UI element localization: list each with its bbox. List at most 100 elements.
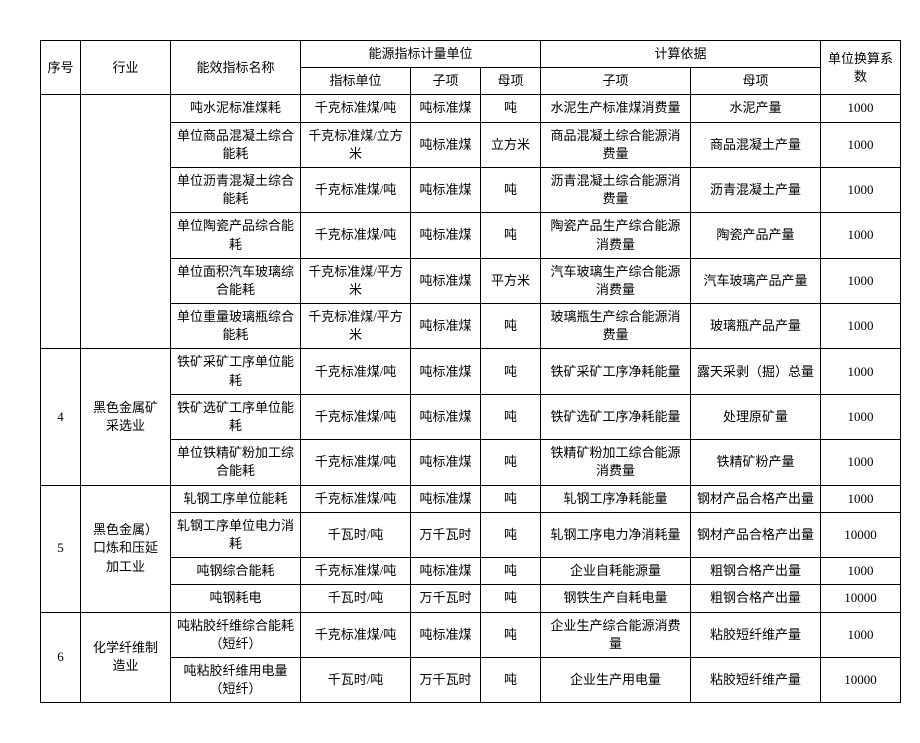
cell-calc-parent: 粗钢合格产出量 [691, 558, 821, 585]
table-row: 吨水泥标准煤耗千克标准煤/吨吨标准煤吨水泥生产标准煤消费量水泥产量1000 [41, 95, 901, 122]
cell-unit: 千克标准煤/吨 [301, 167, 411, 212]
cell-calc-parent: 钢材产品合格产出量 [691, 485, 821, 512]
cell-parent: 吨 [481, 512, 541, 557]
cell-sub: 吨标准煤 [411, 122, 481, 167]
cell-unit: 千克标准煤/吨 [301, 95, 411, 122]
header-calc-parent: 母项 [691, 68, 821, 95]
cell-name: 单位商品混凝土综合能耗 [171, 122, 301, 167]
cell-conv: 1000 [821, 304, 901, 349]
cell-calc-parent: 汽车玻璃产品产量 [691, 258, 821, 303]
cell-calc-sub: 玻璃瓶生产综合能源消费量 [541, 304, 691, 349]
cell-unit: 千克标准煤/平方米 [301, 258, 411, 303]
cell-name: 吨粘胶纤维用电量（短纤） [171, 657, 301, 702]
header-indicator-name: 能效指标名称 [171, 41, 301, 95]
cell-conv: 1000 [821, 213, 901, 258]
table-header: 序号 行业 能效指标名称 能源指标计量单位 计算依据 单位换算系数 指标单位 子… [41, 41, 901, 95]
cell-parent: 吨 [481, 213, 541, 258]
table-row: 5黑色金属）口炼和压延加工业轧钢工序单位能耗千克标准煤/吨吨标准煤吨轧钢工序净耗… [41, 485, 901, 512]
cell-seq: 4 [41, 349, 81, 485]
cell-industry: 黑色金属）口炼和压延加工业 [81, 485, 171, 612]
cell-unit: 千瓦时/吨 [301, 657, 411, 702]
cell-name: 单位面积汽车玻璃综合能耗 [171, 258, 301, 303]
cell-calc-sub: 轧钢工序净耗能量 [541, 485, 691, 512]
cell-industry: 黑色金属矿采选业 [81, 349, 171, 485]
cell-sub: 吨标准煤 [411, 558, 481, 585]
cell-sub: 吨标准煤 [411, 440, 481, 485]
table-body: 吨水泥标准煤耗千克标准煤/吨吨标准煤吨水泥生产标准煤消费量水泥产量1000单位商… [41, 95, 901, 703]
cell-name: 吨钢综合能耗 [171, 558, 301, 585]
cell-parent: 吨 [481, 167, 541, 212]
cell-calc-sub: 铁精矿粉加工综合能源消费量 [541, 440, 691, 485]
cell-sub: 吨标准煤 [411, 349, 481, 394]
cell-parent: 吨 [481, 304, 541, 349]
cell-calc-parent: 玻璃瓶产品产量 [691, 304, 821, 349]
cell-name: 轧钢工序单位能耗 [171, 485, 301, 512]
cell-calc-sub: 汽车玻璃生产综合能源消费量 [541, 258, 691, 303]
cell-unit: 千克标准煤/吨 [301, 485, 411, 512]
cell-calc-parent: 粘胶短纤维产量 [691, 657, 821, 702]
cell-sub: 万千瓦时 [411, 585, 481, 612]
cell-calc-parent: 沥青混凝土产量 [691, 167, 821, 212]
cell-sub: 吨标准煤 [411, 394, 481, 439]
cell-parent: 立方米 [481, 122, 541, 167]
cell-seq [41, 95, 81, 349]
energy-indicator-table: 序号 行业 能效指标名称 能源指标计量单位 计算依据 单位换算系数 指标单位 子… [40, 40, 901, 703]
cell-calc-sub: 钢铁生产自耗电量 [541, 585, 691, 612]
cell-sub: 吨标准煤 [411, 304, 481, 349]
cell-name: 吨水泥标准煤耗 [171, 95, 301, 122]
cell-calc-parent: 露天采剥（掘）总量 [691, 349, 821, 394]
cell-parent: 吨 [481, 349, 541, 394]
cell-unit: 千瓦时/吨 [301, 512, 411, 557]
cell-conv: 10000 [821, 657, 901, 702]
cell-conv: 1000 [821, 558, 901, 585]
cell-sub: 吨标准煤 [411, 485, 481, 512]
cell-parent: 吨 [481, 440, 541, 485]
cell-unit: 千克标准煤/吨 [301, 349, 411, 394]
cell-unit: 千克标准煤/立方米 [301, 122, 411, 167]
cell-unit: 千瓦时/吨 [301, 585, 411, 612]
cell-calc-sub: 沥青混凝土综合能源消费量 [541, 167, 691, 212]
cell-conv: 1000 [821, 167, 901, 212]
cell-conv: 1000 [821, 485, 901, 512]
cell-name: 单位铁精矿粉加工综合能耗 [171, 440, 301, 485]
header-conversion: 单位换算系数 [821, 41, 901, 95]
cell-unit: 千克标准煤/吨 [301, 440, 411, 485]
cell-calc-parent: 处理原矿量 [691, 394, 821, 439]
cell-unit: 千克标准煤/平方米 [301, 304, 411, 349]
header-industry: 行业 [81, 41, 171, 95]
header-seq: 序号 [41, 41, 81, 95]
cell-sub: 吨标准煤 [411, 95, 481, 122]
cell-conv: 1000 [821, 122, 901, 167]
header-calc-basis-group: 计算依据 [541, 41, 821, 68]
cell-name: 单位重量玻璃瓶综合能耗 [171, 304, 301, 349]
cell-calc-parent: 商品混凝土产量 [691, 122, 821, 167]
cell-calc-parent: 铁精矿粉产量 [691, 440, 821, 485]
cell-seq: 5 [41, 485, 81, 612]
cell-sub: 吨标准煤 [411, 213, 481, 258]
cell-calc-sub: 铁矿采矿工序净耗能量 [541, 349, 691, 394]
cell-name: 铁矿采矿工序单位能耗 [171, 349, 301, 394]
cell-calc-sub: 商品混凝土综合能源消费量 [541, 122, 691, 167]
cell-calc-sub: 陶瓷产品生产综合能源消费量 [541, 213, 691, 258]
table-row: 4黑色金属矿采选业铁矿采矿工序单位能耗千克标准煤/吨吨标准煤吨铁矿采矿工序净耗能… [41, 349, 901, 394]
cell-unit: 千克标准煤/吨 [301, 394, 411, 439]
cell-calc-sub: 企业生产用电量 [541, 657, 691, 702]
cell-calc-parent: 水泥产量 [691, 95, 821, 122]
cell-sub: 吨标准煤 [411, 167, 481, 212]
header-calc-sub: 子项 [541, 68, 691, 95]
cell-seq: 6 [41, 612, 81, 703]
cell-conv: 10000 [821, 585, 901, 612]
cell-calc-sub: 企业自耗能源量 [541, 558, 691, 585]
cell-unit: 千克标准煤/吨 [301, 558, 411, 585]
cell-calc-parent: 粗钢合格产出量 [691, 585, 821, 612]
cell-industry [81, 95, 171, 349]
cell-name: 单位沥青混凝土综合能耗 [171, 167, 301, 212]
cell-calc-sub: 水泥生产标准煤消费量 [541, 95, 691, 122]
cell-sub: 万千瓦时 [411, 512, 481, 557]
cell-parent: 吨 [481, 585, 541, 612]
cell-conv: 1000 [821, 258, 901, 303]
cell-parent: 平方米 [481, 258, 541, 303]
cell-name: 吨钢耗电 [171, 585, 301, 612]
cell-sub: 万千瓦时 [411, 657, 481, 702]
cell-calc-parent: 陶瓷产品产量 [691, 213, 821, 258]
